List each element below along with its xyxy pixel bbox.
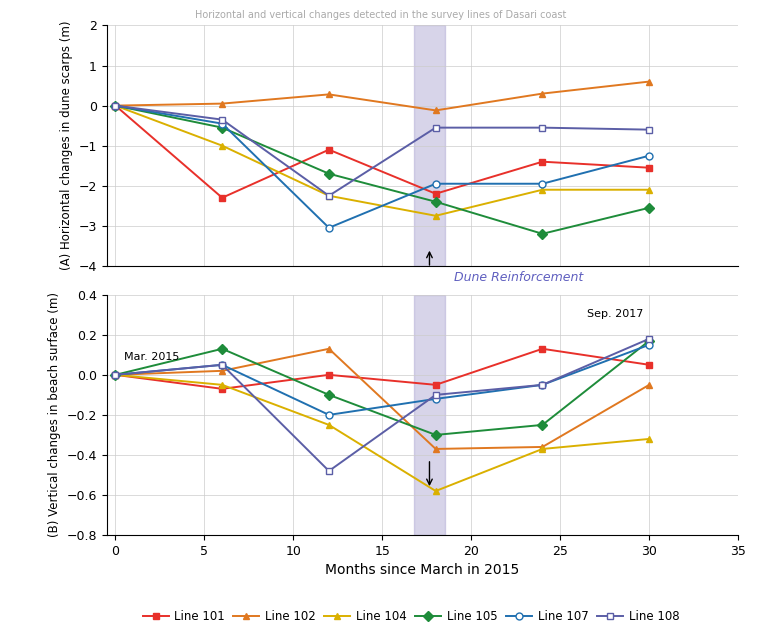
Line: Line 107: Line 107 — [112, 102, 653, 231]
Line: Line 101: Line 101 — [112, 345, 653, 392]
Line 104 — [645, 435, 654, 443]
Line 104 — [431, 487, 441, 495]
Line 108 — [645, 126, 654, 134]
Text: Horizontal and vertical changes detected in the survey lines of Dasari coast: Horizontal and vertical changes detected… — [195, 10, 566, 20]
Line 101 — [218, 385, 227, 392]
Line 102 — [218, 100, 227, 108]
Line 101 — [111, 102, 120, 110]
Line 102 — [645, 78, 654, 85]
Y-axis label: (A) Horizontal changes in dune scarps (m): (A) Horizontal changes in dune scarps (m… — [60, 21, 73, 271]
Line 107 — [218, 361, 227, 369]
Legend: Line 101, Line 102, Line 104, Line 105, Line 107, Line 108: Line 101, Line 102, Line 104, Line 105, … — [138, 605, 684, 628]
Line 102 — [645, 381, 654, 389]
Line 107 — [538, 381, 547, 389]
Line 108 — [324, 467, 333, 475]
Line 108 — [111, 371, 120, 378]
Text: Sep. 2017: Sep. 2017 — [587, 309, 643, 318]
Line 105 — [218, 345, 227, 353]
Line 104 — [324, 421, 333, 429]
Line 101 — [111, 371, 120, 378]
Line: Line 104: Line 104 — [112, 102, 653, 219]
Bar — [414, 25, 444, 266]
Line 108 — [324, 192, 333, 199]
Line 108 — [431, 391, 441, 399]
Line 104 — [218, 381, 227, 389]
Line 104 — [111, 371, 120, 378]
Line 102 — [538, 443, 547, 451]
Line 107 — [324, 411, 333, 419]
Line 105 — [324, 170, 333, 178]
Line 101 — [645, 164, 654, 171]
Line: Line 102: Line 102 — [112, 345, 653, 452]
Line 101 — [431, 381, 441, 389]
Line 101 — [538, 158, 547, 166]
Line 105 — [324, 391, 333, 399]
Line 107 — [645, 152, 654, 159]
Line 102 — [111, 371, 120, 378]
Line 107 — [218, 120, 227, 127]
X-axis label: Months since March in 2015: Months since March in 2015 — [325, 563, 520, 577]
Line 105 — [645, 337, 654, 345]
Line 105 — [538, 230, 547, 238]
Text: Mar. 2015: Mar. 2015 — [124, 352, 180, 362]
Line 102 — [111, 102, 120, 110]
Line 107 — [111, 102, 120, 110]
Bar — [414, 295, 444, 535]
Line 102 — [431, 445, 441, 453]
Line 105 — [645, 204, 654, 211]
Line 102 — [324, 345, 333, 353]
Line: Line 108: Line 108 — [112, 102, 653, 199]
Line 102 — [324, 90, 333, 98]
Line 108 — [218, 361, 227, 369]
Line: Line 105: Line 105 — [112, 338, 653, 438]
Line 102 — [538, 90, 547, 97]
Line 107 — [645, 341, 654, 348]
Line 102 — [218, 367, 227, 375]
Line: Line 107: Line 107 — [112, 341, 653, 419]
Line 101 — [538, 345, 547, 353]
Line: Line 101: Line 101 — [112, 102, 653, 201]
Line 105 — [431, 431, 441, 439]
Line 101 — [218, 194, 227, 201]
Line: Line 102: Line 102 — [112, 78, 653, 114]
Line 104 — [431, 212, 441, 220]
Line 108 — [538, 381, 547, 389]
Line 107 — [538, 180, 547, 187]
Line: Line 108: Line 108 — [112, 335, 653, 475]
Line 108 — [218, 116, 227, 124]
Line 108 — [111, 102, 120, 110]
Line 108 — [645, 335, 654, 343]
Line 102 — [431, 106, 441, 114]
Y-axis label: (B) Vertical changes in beach surface (m): (B) Vertical changes in beach surface (m… — [48, 292, 61, 538]
Line 105 — [431, 198, 441, 206]
Line 104 — [111, 102, 120, 110]
Line 108 — [538, 124, 547, 131]
Line 104 — [538, 445, 547, 453]
Line 105 — [218, 124, 227, 131]
Line 101 — [431, 190, 441, 197]
Line 105 — [538, 421, 547, 429]
Text: Dune Reinforcement: Dune Reinforcement — [454, 271, 583, 283]
Line 101 — [645, 361, 654, 369]
Line 105 — [111, 371, 120, 378]
Line 105 — [111, 102, 120, 110]
Line 107 — [111, 371, 120, 378]
Line 107 — [431, 395, 441, 403]
Line 101 — [324, 146, 333, 154]
Line 104 — [218, 142, 227, 150]
Line 101 — [324, 371, 333, 378]
Line 104 — [324, 192, 333, 199]
Line 107 — [324, 224, 333, 232]
Line 108 — [431, 124, 441, 131]
Line 104 — [645, 186, 654, 194]
Line: Line 104: Line 104 — [112, 371, 653, 494]
Line: Line 105: Line 105 — [112, 102, 653, 237]
Line 104 — [538, 186, 547, 194]
Line 107 — [431, 180, 441, 187]
